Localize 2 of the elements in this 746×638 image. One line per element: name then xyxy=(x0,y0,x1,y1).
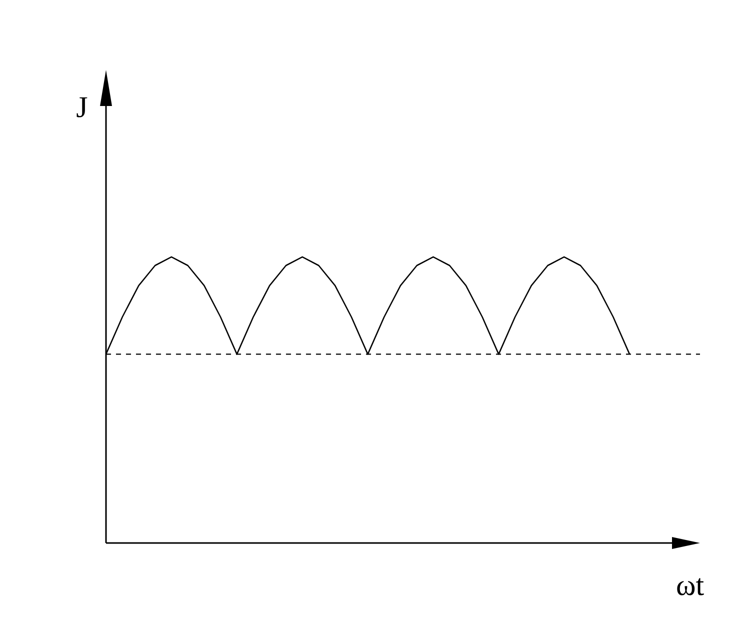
x-axis-title: ωt xyxy=(676,569,705,602)
y-axis-title: J xyxy=(76,91,88,124)
